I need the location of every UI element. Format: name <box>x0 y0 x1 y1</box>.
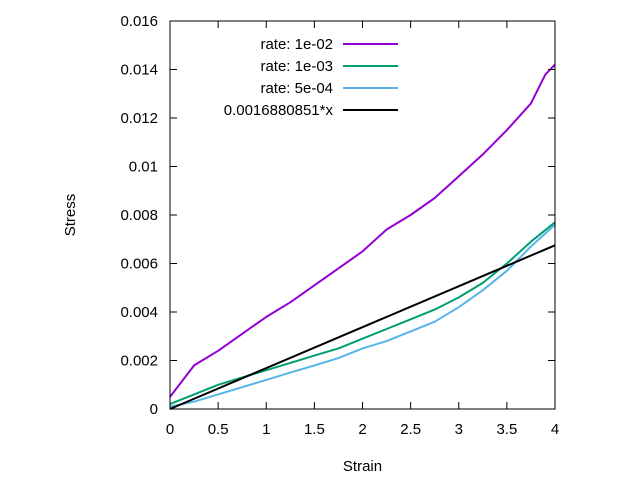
x-tick-label: 3.5 <box>496 421 517 438</box>
y-tick-label: 0.006 <box>120 256 158 273</box>
legend-label: rate: 5e-04 <box>260 80 333 97</box>
x-tick-label: 0 <box>166 421 174 438</box>
legend-label: rate: 1e-03 <box>260 58 333 75</box>
x-axis: 0 0.5 1 1.5 2 2.5 3 3.5 4 <box>166 21 559 438</box>
y-tick-label: 0.012 <box>120 110 158 127</box>
x-tick-label: 1.5 <box>304 421 325 438</box>
series-line-2 <box>169 223 556 408</box>
y-tick-label: 0 <box>150 401 158 418</box>
y-axis: 0 0.002 0.004 0.006 0.008 0.01 0.012 0.014 0.016 <box>120 13 555 418</box>
x-tick-label: 0.5 <box>208 421 229 438</box>
y-tick-label: 0.01 <box>129 159 158 176</box>
x-tick-label: 2.5 <box>400 421 421 438</box>
x-tick-label: 1 <box>262 421 270 438</box>
y-tick-label: 0.016 <box>120 13 158 30</box>
x-axis-label: Strain <box>343 458 382 475</box>
y-tick-label: 0.004 <box>120 304 158 321</box>
y-tick-label: 0.014 <box>120 62 158 79</box>
series-layer <box>169 63 556 410</box>
legend: rate: 1e-02 rate: 1e-03 rate: 5e-04 0.00168… <box>224 36 398 119</box>
x-tick-label: 4 <box>551 421 559 438</box>
x-tick-label: 3 <box>455 421 463 438</box>
x-tick-label: 2 <box>358 421 366 438</box>
y-tick-label: 0.008 <box>120 207 158 224</box>
legend-label: 0.0016880851*x <box>224 102 334 119</box>
y-axis-label: Stress <box>62 194 79 237</box>
series-line-1 <box>169 221 556 406</box>
y-tick-label: 0.002 <box>120 353 158 370</box>
plot-frame <box>169 20 556 410</box>
legend-label: rate: 1e-02 <box>260 36 333 53</box>
series-line-3 <box>169 244 556 410</box>
series-line-0 <box>169 63 556 398</box>
